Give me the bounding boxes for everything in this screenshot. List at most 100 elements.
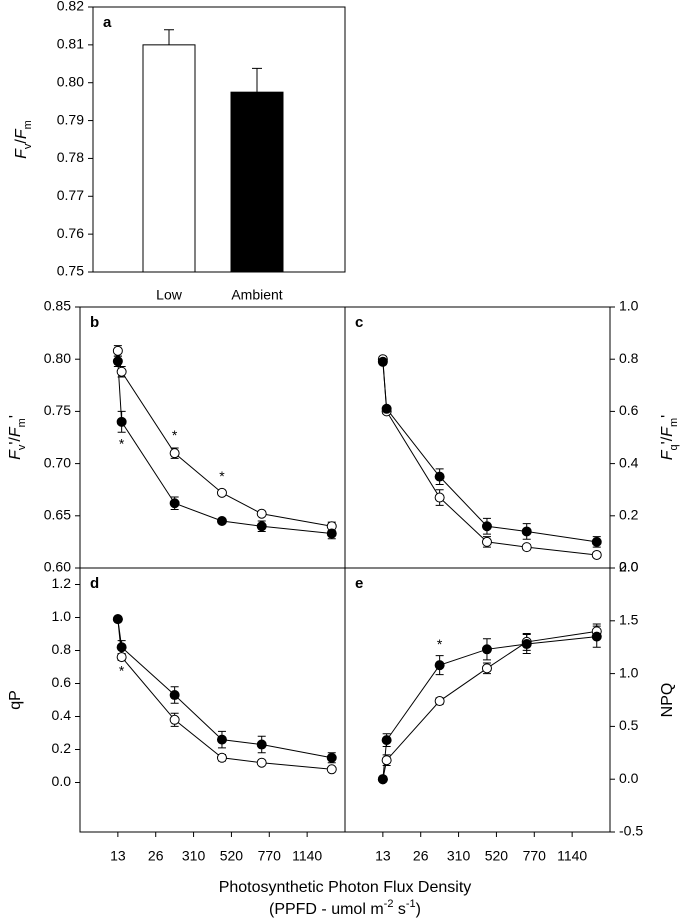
label-part: ' [7, 415, 24, 418]
data-point [116, 416, 127, 427]
panel-label: a [103, 14, 112, 31]
data-point [591, 549, 602, 560]
label-part: F [7, 449, 24, 460]
data-point [326, 764, 337, 775]
data-point [591, 536, 602, 547]
x-tick-label: 770 [523, 848, 547, 864]
data-point [381, 755, 392, 766]
plot-frame [344, 567, 611, 833]
data-point [326, 528, 337, 539]
label-part: m [16, 418, 28, 427]
y-tick-label: -0.5 [619, 823, 643, 839]
data-point [216, 752, 227, 763]
y-tick-label: 0.76 [57, 225, 84, 241]
data-point [116, 652, 127, 663]
y-tick-label: 0.75 [44, 402, 71, 418]
x-tick-label: Low [156, 287, 183, 303]
series-line [382, 630, 597, 780]
annotation: * [119, 663, 125, 679]
data-point [377, 356, 388, 367]
data-point [116, 366, 127, 377]
y-axis-title: qP [7, 690, 24, 710]
y-tick-label: 0.4 [52, 707, 72, 723]
y-tick-label: 1.2 [52, 575, 72, 591]
y-tick-label: 0.4 [619, 454, 639, 470]
data-point [112, 345, 123, 356]
x-tick-label: 1140 [292, 848, 322, 864]
y-tick-label: 0.80 [57, 73, 84, 89]
annotation: * [219, 468, 225, 484]
data-point [521, 542, 532, 553]
y-tick-label: 0.0 [52, 773, 72, 789]
plot-frame [92, 6, 346, 273]
y-axis-title: Fv/Fm [13, 120, 34, 159]
y-tick-label: 0.85 [44, 298, 71, 314]
data-point [481, 644, 492, 655]
bar [230, 91, 284, 273]
data-point [116, 642, 127, 653]
series-line [117, 619, 332, 770]
y-tick-label: 0.2 [619, 507, 639, 523]
data-point [216, 734, 227, 745]
x-tick-label: Ambient [231, 287, 282, 303]
y-tick-label: 0.60 [44, 559, 71, 575]
annotation: * [119, 436, 125, 452]
data-point [256, 521, 267, 532]
data-point [256, 508, 267, 519]
label-part: s [393, 901, 405, 918]
data-point [216, 487, 227, 498]
label-part: qP [7, 690, 24, 710]
label-part: ' [659, 415, 676, 418]
plot-frame [344, 306, 611, 569]
data-point [256, 757, 267, 768]
label-part: ) [416, 901, 421, 918]
bar [142, 44, 196, 273]
error-bar [164, 29, 174, 45]
data-point [169, 714, 180, 725]
data-point [381, 403, 392, 414]
y-tick-label: 0.77 [57, 187, 84, 203]
data-point [381, 735, 392, 746]
x-tick-label: 13 [110, 848, 126, 864]
y-tick-label: 0.81 [57, 36, 84, 52]
data-point [112, 356, 123, 367]
x-tick-label: 13 [375, 848, 391, 864]
label-part: (PPFD - umol m [269, 901, 384, 918]
x-tick-label: 1140 [557, 848, 587, 864]
data-point [434, 471, 445, 482]
data-point [169, 448, 180, 459]
x-tick-label: 310 [182, 848, 206, 864]
error-bar [252, 67, 262, 93]
data-point [169, 498, 180, 509]
y-axis-title: NPQ [659, 683, 676, 718]
series-line [117, 350, 332, 527]
panel-label: c [355, 314, 363, 331]
label-part: v [16, 444, 28, 450]
annotation: * [172, 427, 178, 443]
x-tick-label: 310 [447, 848, 471, 864]
data-point [521, 639, 532, 650]
y-tick-label: 0.79 [57, 111, 84, 127]
label-part: -2 [384, 898, 394, 910]
data-point [481, 521, 492, 532]
label-part: F [13, 128, 30, 139]
data-point [434, 660, 445, 671]
data-point [112, 614, 123, 625]
y-tick-label: 0.80 [44, 350, 71, 366]
data-point [216, 516, 227, 527]
y-tick-label: 0.8 [619, 350, 639, 366]
data-point [326, 752, 337, 763]
x-axis-title: Photosynthetic Photon Flux Density [219, 879, 472, 896]
label-part: q [668, 444, 680, 450]
series-line [382, 361, 597, 543]
x-tick-label: 520 [220, 848, 244, 864]
data-point [481, 536, 492, 547]
data-point [169, 690, 180, 701]
y-tick-label: 1.5 [619, 612, 639, 628]
label-part: F [659, 426, 676, 437]
label-part: m [22, 120, 34, 129]
y-axis-title: Fq'/Fm' [659, 415, 680, 460]
label-part: NPQ [659, 683, 676, 718]
x-axis-title: (PPFD - umol m-2 s-1) [269, 898, 421, 918]
y-tick-label: 0.2 [52, 740, 72, 756]
